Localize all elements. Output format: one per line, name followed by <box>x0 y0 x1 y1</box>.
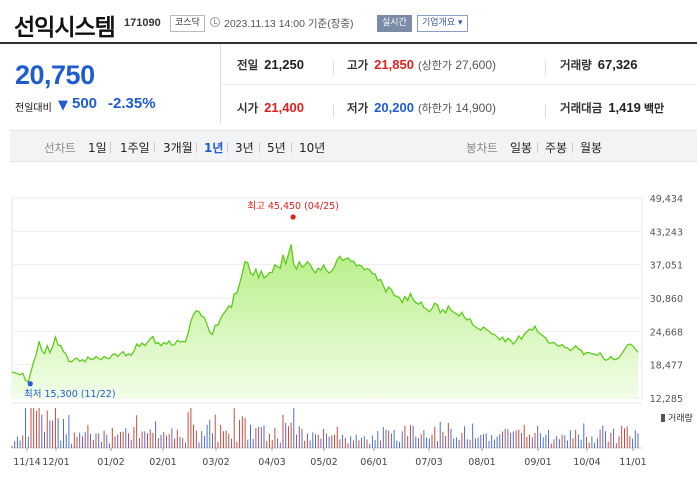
chart-period-tabs: 선차트 1일 1주일 3개월 1년 3년 5년 10년 봉차트 일봉 주봉 월봉 <box>10 130 697 162</box>
x-tick-label: 10/04 <box>573 457 600 468</box>
x-tick-label: 08/01 <box>468 457 495 468</box>
stat-label: 시가 <box>237 101 259 115</box>
clock-icon <box>210 17 220 27</box>
price-line <box>11 244 639 383</box>
price-change: 500 <box>72 95 98 112</box>
compare-label: 전일대비 <box>15 103 52 114</box>
x-tick-label: 05/02 <box>310 457 337 468</box>
stock-code: 171090 <box>124 17 161 29</box>
volume-legend-swatch <box>661 414 665 422</box>
tab-divider <box>537 142 538 153</box>
tab-monthly[interactable]: 월봉 <box>580 141 603 155</box>
down-triangle-icon: ▼ <box>58 98 68 113</box>
upper-limit-label: (상한가 <box>417 60 452 72</box>
stats-row-divider <box>220 84 697 85</box>
market-badge: 코스닥 <box>170 15 205 32</box>
x-tick-label: 07/03 <box>415 457 442 468</box>
lower-limit-label: (하한가 <box>417 103 452 115</box>
tab-divider <box>227 142 228 153</box>
tab-3m[interactable]: 3개월 <box>163 141 193 155</box>
tab-divider <box>259 142 260 153</box>
stat-prev-close: 전일 21,250 <box>237 57 304 73</box>
price-panel: 20,750 전일대비 ▼ 500 -2.35% <box>0 44 220 124</box>
timestamp: 2023.11.13 14:00 기준(장중) <box>224 18 354 30</box>
stat-label: 고가 <box>347 58 369 72</box>
stat-value: 20,200 <box>374 100 414 115</box>
stat-label: 거래대금 <box>560 101 603 115</box>
x-tick-label: 04/03 <box>258 457 285 468</box>
min-price-label: 최저 15,300 (11/22) <box>24 389 116 400</box>
current-price: 20,750 <box>15 60 95 90</box>
x-tick-label: 11/14 <box>13 457 40 468</box>
tab-10y[interactable]: 10년 <box>299 141 326 155</box>
candle-chart-label: 봉차트 <box>466 141 498 155</box>
y-tick-label: 43,243 <box>650 227 683 238</box>
stat-low: 저가 20,200 (하한가 14,900) <box>347 100 496 116</box>
realtime-badge[interactable]: 실시간 <box>377 15 412 32</box>
stat-volume: 거래량 67,326 <box>560 57 638 73</box>
tab-divider <box>572 142 573 153</box>
tab-daily[interactable]: 일봉 <box>510 141 533 155</box>
tab-divider <box>110 142 111 153</box>
company-overview-dropdown[interactable]: 기업개요 ▾ <box>417 15 468 32</box>
stat-value: 1,419 <box>608 100 641 115</box>
stat-label: 전일 <box>237 58 259 72</box>
x-tick-label: 11/01 <box>619 457 646 468</box>
stock-name: 선익시스템 <box>14 15 116 41</box>
x-tick-label: 01/02 <box>97 457 124 468</box>
line-chart-label: 선차트 <box>44 141 76 155</box>
stat-divider <box>545 61 546 75</box>
stat-label: 저가 <box>347 101 369 115</box>
x-tick-label: 09/01 <box>524 457 551 468</box>
tab-3y[interactable]: 3년 <box>235 141 254 155</box>
x-tick-label: 12/01 <box>42 457 69 468</box>
lower-limit-value: 14,900) <box>455 101 497 115</box>
stat-label: 거래량 <box>560 58 592 72</box>
max-price-marker <box>290 214 296 220</box>
price-area-fill <box>12 244 638 398</box>
stat-value: 21,250 <box>264 57 304 72</box>
tab-1w[interactable]: 1주일 <box>120 141 150 155</box>
x-tick-label: 03/02 <box>202 457 229 468</box>
y-tick-label: 49,434 <box>650 194 683 205</box>
stat-divider <box>333 104 334 118</box>
stock-header: 선익시스템 171090 코스닥 2023.11.13 14:00 기준(장중)… <box>0 0 697 48</box>
stat-unit: 백만 <box>643 102 665 115</box>
y-tick-label: 24,668 <box>650 327 683 338</box>
min-price-marker <box>27 381 33 387</box>
max-price-label: 최고 45,450 (04/25) <box>247 201 339 212</box>
tab-divider <box>291 142 292 153</box>
tab-weekly[interactable]: 주봉 <box>545 141 568 155</box>
tab-1y[interactable]: 1년 <box>204 141 224 155</box>
stat-value: 67,326 <box>597 57 638 72</box>
stat-high: 고가 21,850 (상한가 27,600) <box>347 57 496 73</box>
header-divider <box>0 42 697 44</box>
upper-limit-value: 27,600) <box>455 58 497 72</box>
x-tick-label: 02/01 <box>149 457 176 468</box>
stat-open: 시가 21,400 <box>237 100 304 116</box>
tab-divider <box>196 142 197 153</box>
price-chart[interactable]: 49,434 43,243 37,051 30,860 24,668 18,477 12,2… <box>0 180 697 478</box>
tab-divider <box>154 142 155 153</box>
stat-divider <box>333 61 334 75</box>
y-tick-label: 12,285 <box>650 394 683 405</box>
y-tick-label: 37,051 <box>650 261 683 272</box>
volume-label: 거래량 <box>668 412 693 424</box>
stat-divider <box>545 104 546 118</box>
price-change-percent: -2.35% <box>108 95 156 112</box>
y-tick-label: 18,477 <box>650 361 683 372</box>
y-tick-label: 30,860 <box>650 294 683 305</box>
stat-value: 21,850 <box>374 57 414 72</box>
stat-amount: 거래대금 1,419 백만 <box>560 100 664 116</box>
x-tick-label: 06/01 <box>360 457 387 468</box>
price-chart-svg: 49,434 43,243 37,051 30,860 24,668 18,477 12,2… <box>11 194 693 468</box>
tab-1d[interactable]: 1일 <box>88 141 107 155</box>
stat-value: 21,400 <box>264 100 304 115</box>
tab-5y[interactable]: 5년 <box>267 141 286 155</box>
